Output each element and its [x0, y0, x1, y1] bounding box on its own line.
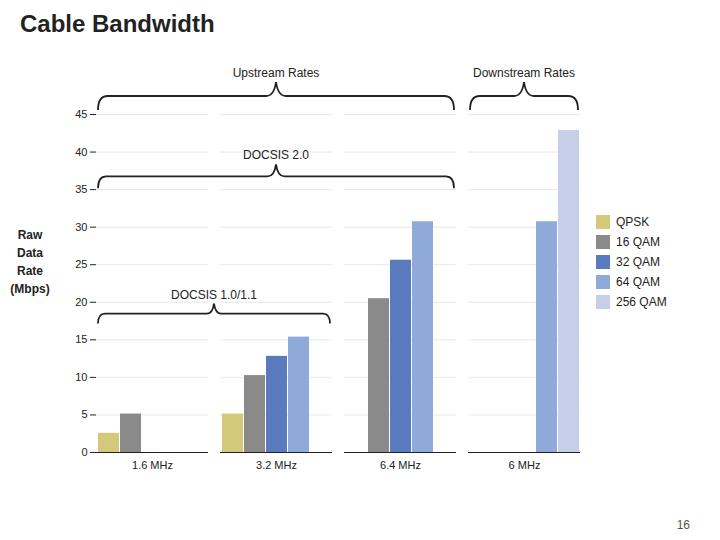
- svg-text:35: 35: [75, 183, 87, 195]
- svg-text:30: 30: [75, 221, 87, 233]
- html-text:256 QAM: 256 QAM: [616, 295, 667, 309]
- svg-text:10: 10: [75, 371, 87, 383]
- svg-text:20: 20: [75, 296, 87, 308]
- svg-text:Upstream Rates: Upstream Rates: [233, 66, 320, 80]
- svg-text:1.6 MHz: 1.6 MHz: [132, 459, 173, 471]
- svg-text:DOCSIS 2.0: DOCSIS 2.0: [243, 148, 309, 162]
- html-text:QPSK: QPSK: [616, 215, 650, 229]
- svg-text:6 MHz: 6 MHz: [509, 459, 541, 471]
- html-text:64 QAM: 64 QAM: [616, 275, 660, 289]
- svg-text:45: 45: [75, 108, 87, 120]
- svg-text:25: 25: [75, 258, 87, 270]
- html-text:32 QAM: 32 QAM: [616, 255, 660, 269]
- html-text:Raw: Raw: [17, 228, 43, 242]
- svg-text:0: 0: [81, 446, 87, 458]
- svg-text:Downstream Rates: Downstream Rates: [473, 66, 575, 80]
- svg-text:3.2 MHz: 3.2 MHz: [256, 459, 297, 471]
- html-text:(Mbps): (Mbps): [10, 282, 50, 296]
- svg-text:40: 40: [75, 146, 87, 158]
- svg-text:15: 15: [75, 333, 87, 345]
- html-text:Rate: Rate: [17, 264, 43, 278]
- html-text:16: 16: [676, 518, 690, 532]
- svg-text:DOCSIS 1.0/1.1: DOCSIS 1.0/1.1: [171, 288, 257, 302]
- html-text:Cable Bandwidth: Cable Bandwidth: [20, 10, 215, 37]
- svg-text:5: 5: [81, 408, 87, 420]
- svg-text:6.4 MHz: 6.4 MHz: [380, 459, 421, 471]
- html-text:Data: Data: [17, 246, 43, 260]
- html-text:16 QAM: 16 QAM: [616, 235, 660, 249]
